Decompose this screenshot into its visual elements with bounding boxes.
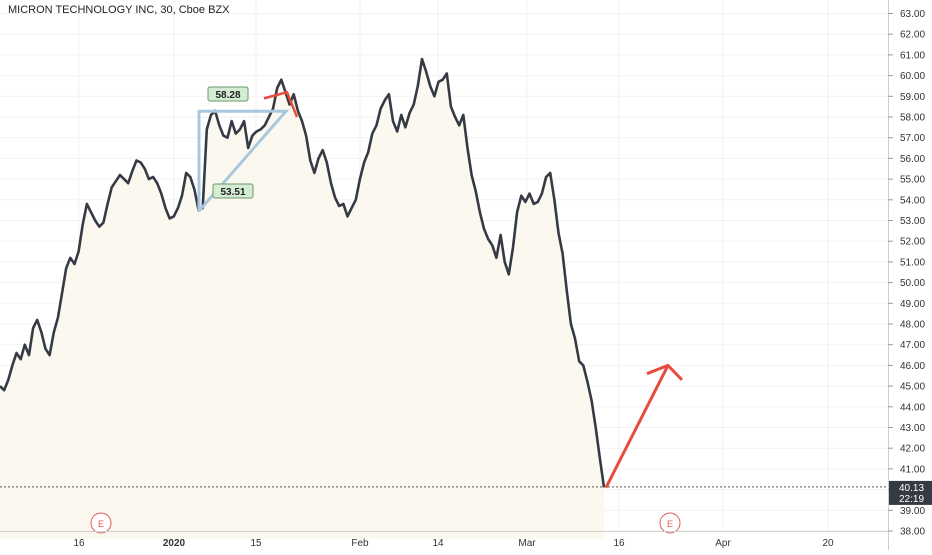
series-price-line[interactable] bbox=[0, 57, 606, 488]
price-axis[interactable]: 63.00 62.00 61.00 60.00 59.00 58.00 57.00 56.00… bbox=[888, 9, 925, 538]
y-tick-label: 50.00 bbox=[900, 278, 925, 289]
last-price-badge: 40.13 22:19 bbox=[889, 480, 932, 505]
user-drawings[interactable]: 58.28 53.51 bbox=[197, 86, 684, 489]
y-tick-label: 60.00 bbox=[900, 71, 925, 82]
chart-title: MICRON TECHNOLOGY INC, 30, Cboe BZX bbox=[8, 4, 230, 16]
y-tick-label: 57.00 bbox=[900, 133, 925, 144]
y-tick-label: 53.00 bbox=[900, 216, 925, 227]
y-tick-label: 49.00 bbox=[900, 299, 925, 310]
series-area-fill bbox=[0, 59, 604, 540]
y-tick-label: 38.00 bbox=[900, 527, 925, 538]
x-tick-label: 2020 bbox=[163, 538, 186, 549]
last-price-value: 40.13 bbox=[899, 483, 924, 494]
y-tick-label: 54.00 bbox=[900, 195, 925, 206]
y-tick-label: 48.00 bbox=[900, 320, 925, 331]
x-tick-label: 16 bbox=[73, 538, 85, 549]
projection-arrow-head[interactable] bbox=[646, 363, 684, 381]
x-tick-label: Feb bbox=[351, 538, 369, 549]
earnings-markers: E E bbox=[90, 512, 681, 534]
price-label-low[interactable]: 53.51 bbox=[212, 183, 254, 199]
measure-drawing[interactable] bbox=[197, 109, 290, 212]
y-tick-label: 61.00 bbox=[900, 50, 925, 61]
y-tick-label: 52.00 bbox=[900, 237, 925, 248]
earnings-marker-2[interactable] bbox=[659, 512, 681, 534]
countdown-timer: 22:19 bbox=[899, 494, 924, 505]
y-tick-label: 39.00 bbox=[900, 506, 925, 517]
y-tick-label: 42.00 bbox=[900, 444, 925, 455]
red-arrow-top[interactable] bbox=[263, 90, 299, 118]
last-price-badge-box bbox=[889, 480, 932, 505]
projection-arrow-line[interactable] bbox=[604, 364, 670, 489]
price-label-low-text: 53.51 bbox=[220, 187, 245, 198]
earnings-marker-1[interactable] bbox=[90, 512, 112, 534]
y-tick-label: 59.00 bbox=[900, 92, 925, 103]
y-tick-label: 45.00 bbox=[900, 382, 925, 393]
y-tick-label: 41.00 bbox=[900, 464, 925, 475]
earnings-marker-1-label: E bbox=[98, 519, 104, 529]
x-tick-label: 15 bbox=[250, 538, 262, 549]
x-tick-label: 14 bbox=[432, 538, 444, 549]
y-tick-label: 62.00 bbox=[900, 30, 925, 41]
y-tick-label: 63.00 bbox=[900, 9, 925, 20]
x-tick-label: 20 bbox=[822, 538, 834, 549]
y-tick-label: 56.00 bbox=[900, 154, 925, 165]
y-tick-label: 43.00 bbox=[900, 423, 925, 434]
earnings-marker-2-label: E bbox=[667, 519, 673, 529]
y-tick-label: 44.00 bbox=[900, 402, 925, 413]
x-tick-label: 16 bbox=[613, 538, 625, 549]
y-tick-label: 51.00 bbox=[900, 257, 925, 268]
price-label-low-box bbox=[212, 183, 254, 199]
x-tick-label: Apr bbox=[715, 538, 731, 549]
y-tick-label: 55.00 bbox=[900, 175, 925, 186]
x-tick-label: Mar bbox=[518, 538, 536, 549]
price-label-high[interactable]: 58.28 bbox=[207, 86, 249, 102]
y-tick-label: 46.00 bbox=[900, 361, 925, 372]
y-tick-label: 47.00 bbox=[900, 340, 925, 351]
price-label-high-box bbox=[207, 86, 249, 102]
y-tick-label: 58.00 bbox=[900, 113, 925, 124]
price-label-high-text: 58.28 bbox=[215, 90, 240, 101]
time-axis[interactable]: 16 2020 15 Feb 14 Mar 16 Apr 20 bbox=[73, 538, 834, 549]
